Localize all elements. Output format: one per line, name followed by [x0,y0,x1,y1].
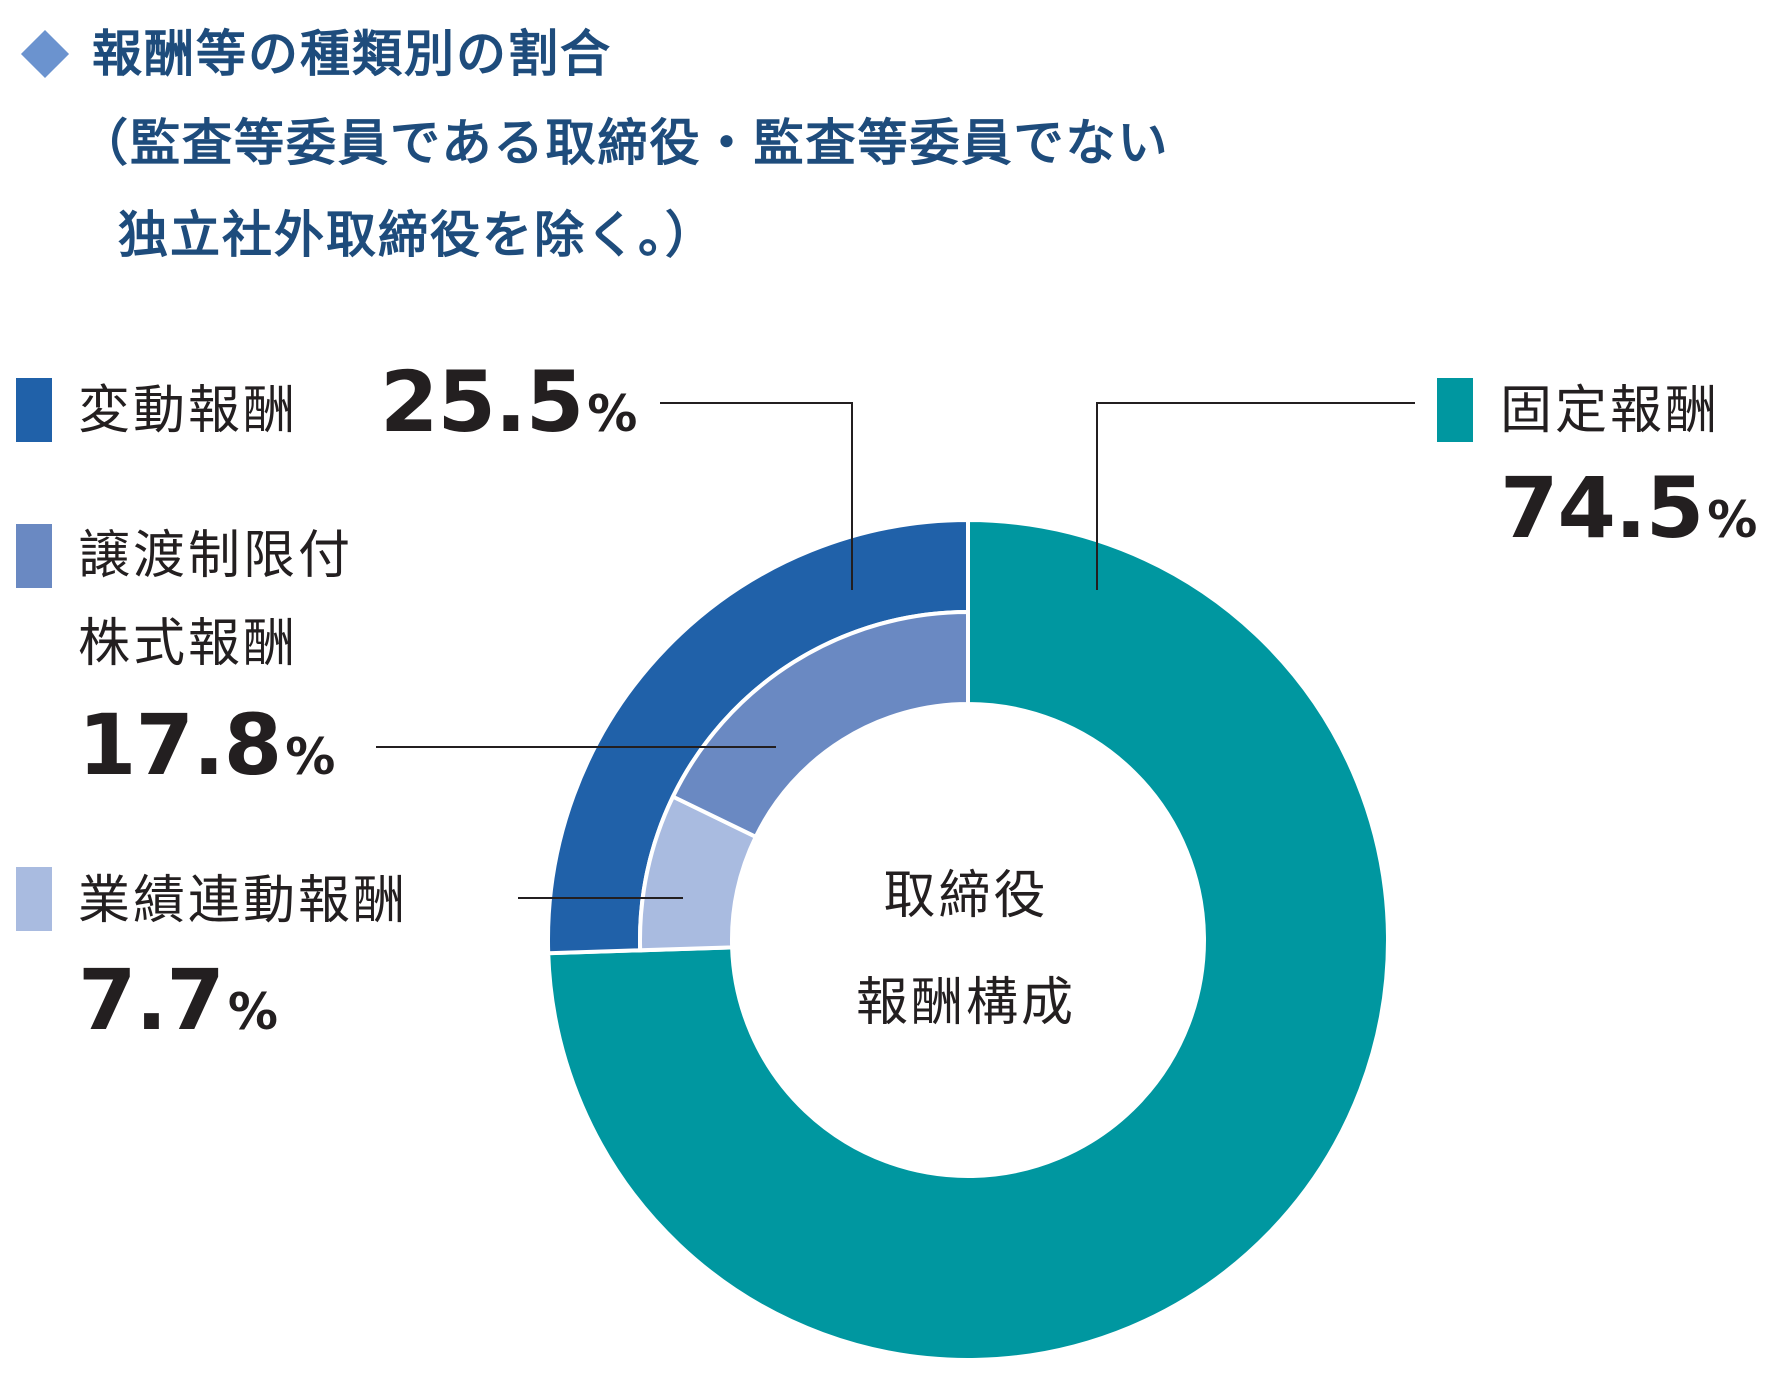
leader-line-fixed [1096,402,1415,590]
center-label-1: 取締役 [883,866,1049,926]
slice-fixed [546,517,1390,1362]
legend-value-fixed: 74.5% [1500,463,1757,565]
chart-title: 報酬等の種類別の割合 [92,25,612,83]
legend-value-stock-unit: % [285,728,335,786]
legend-value-variable-number: 25.5 [380,353,584,451]
legend-value-stock-number: 17.8 [78,696,282,794]
legend-swatch-variable [16,378,52,442]
leader-line-variable [660,402,853,590]
legend-swatch-fixed [1437,378,1473,442]
legend-label-stock-2: 株式報酬 [78,614,299,674]
legend-value-fixed-number: 74.5 [1500,459,1704,557]
chart-subtitle-line-1: （監査等委員である取締役・監査等委員でない [78,114,1170,172]
chart-title-block: 報酬等の種類別の割合 [16,18,612,90]
legend-label-fixed: 固定報酬 [1500,381,1721,441]
legend-value-stock: 17.8% [78,700,335,802]
legend-swatch-stock [16,524,52,588]
legend-value-variable: 25.5% [380,357,637,459]
legend-label-performance: 業績連動報酬 [78,871,409,931]
chart-subtitle-line-2: 独立社外取締役を除く。） [118,206,717,264]
legend-value-performance-number: 7.7 [78,951,225,1049]
legend-value-fixed-unit: % [1707,491,1757,549]
legend-label-variable: 変動報酬 [78,381,299,441]
title-row: 報酬等の種類別の割合 [16,18,612,90]
legend-value-performance: 7.7% [78,955,278,1057]
legend-value-performance-unit: % [227,983,278,1041]
legend-value-variable-unit: % [587,385,637,443]
legend-swatch-performance [16,867,52,931]
legend-label-stock-1: 譲渡制限付 [78,526,354,586]
center-label-2: 報酬構成 [855,973,1076,1033]
slice-stock [670,609,970,840]
